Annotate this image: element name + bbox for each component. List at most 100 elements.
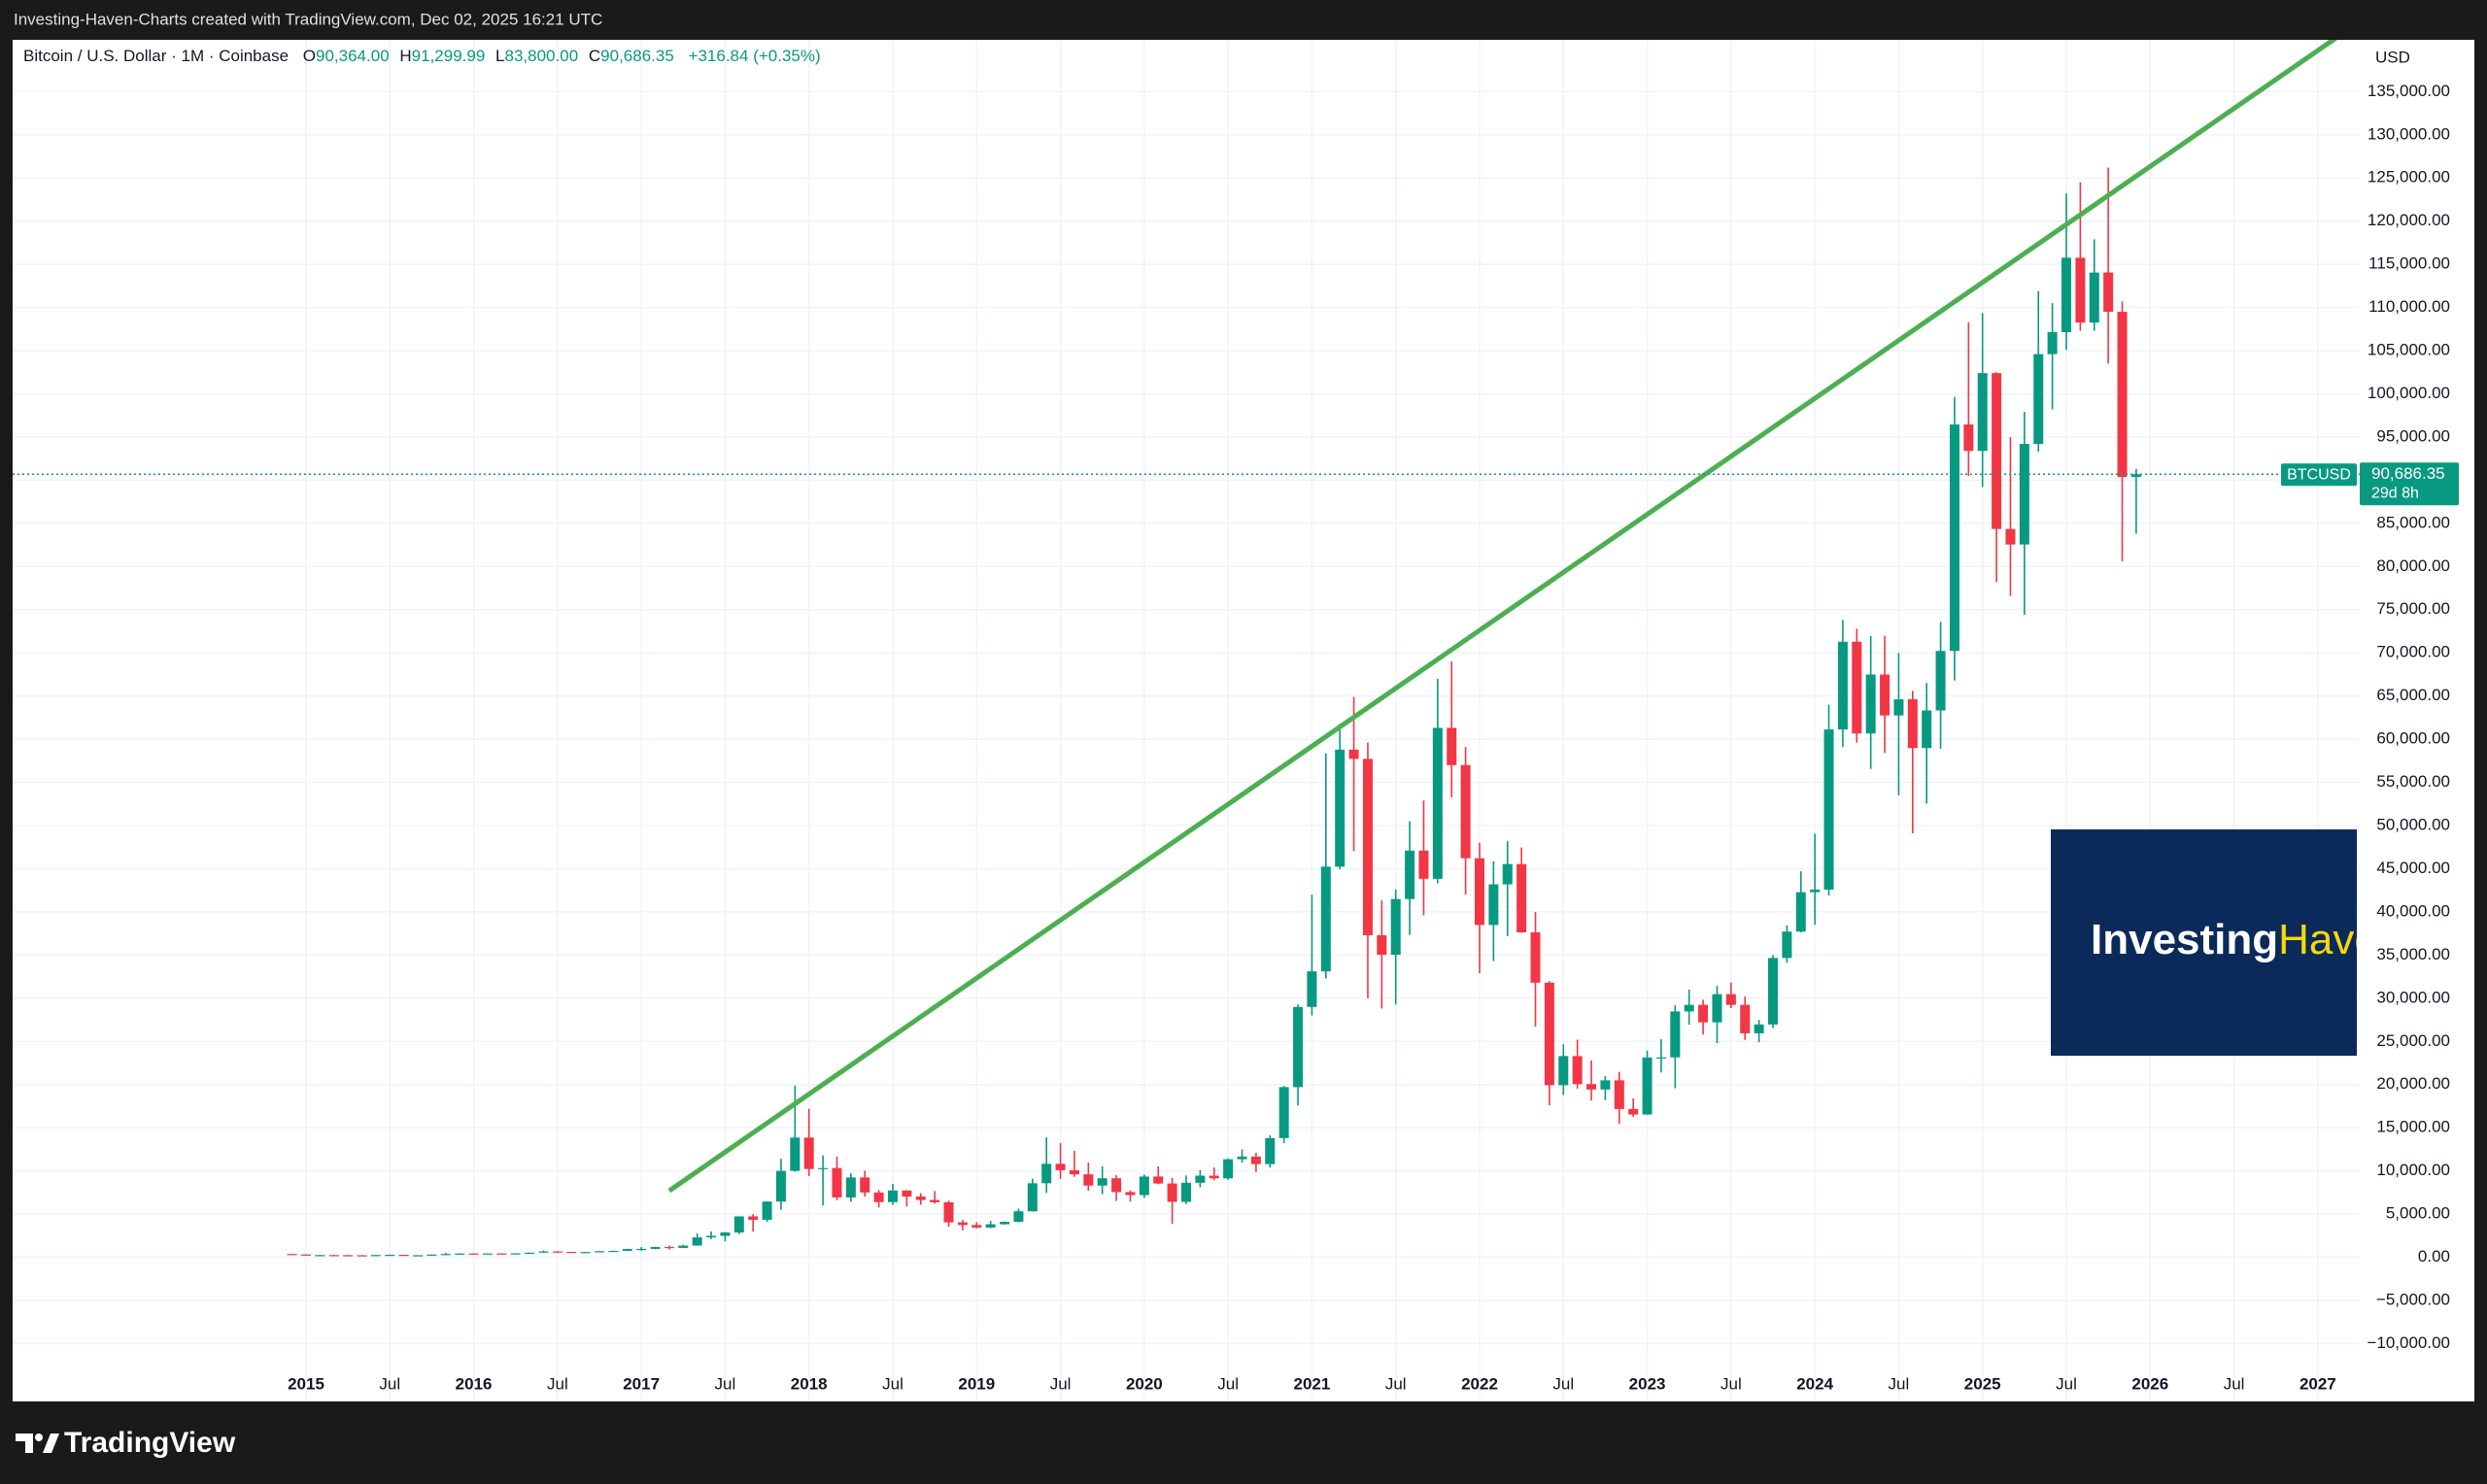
candle-body xyxy=(790,1137,801,1171)
logo-dot xyxy=(35,1433,43,1441)
y-tick-label: −5,000.00 xyxy=(2376,1290,2450,1308)
candle-body xyxy=(1837,641,1848,730)
legend-close-label: C xyxy=(589,47,600,65)
y-tick-label: 75,000.00 xyxy=(2376,599,2450,618)
candle-body xyxy=(1963,424,1974,452)
candle-body xyxy=(2103,272,2114,313)
candle-body xyxy=(1209,1175,1219,1179)
candle-body xyxy=(902,1190,912,1197)
y-tick-label: 105,000.00 xyxy=(2368,341,2450,359)
candle-body xyxy=(1027,1183,1038,1212)
x-tick-label: 2020 xyxy=(1126,1374,1163,1393)
y-tick-label: 95,000.00 xyxy=(2376,426,2450,445)
candle-body xyxy=(1488,884,1499,926)
candle-body xyxy=(1111,1178,1122,1193)
candle-body xyxy=(1586,1084,1597,1090)
candle-body xyxy=(315,1255,325,1257)
y-tick-label: 130,000.00 xyxy=(2368,124,2450,143)
y-tick-label: 80,000.00 xyxy=(2376,556,2450,575)
candle-body xyxy=(1655,1057,1666,1059)
candle-body xyxy=(2061,257,2071,332)
y-tick-label: 60,000.00 xyxy=(2376,729,2450,748)
x-tick-label: 2022 xyxy=(1461,1374,1498,1393)
y-tick-label: 135,000.00 xyxy=(2368,82,2450,100)
symbol-label: BTCUSD xyxy=(2287,467,2351,484)
chart-panel xyxy=(13,40,2474,1401)
candle-body xyxy=(1460,764,1471,859)
price-label: 90,686.35 xyxy=(2371,464,2445,483)
candle-body xyxy=(1614,1080,1624,1109)
candle-body xyxy=(1935,651,1946,711)
legend-symbol: Bitcoin / U.S. Dollar · 1M · Coinbase xyxy=(23,47,289,65)
candle-body xyxy=(664,1246,674,1249)
candle-body xyxy=(1893,699,1904,716)
candle-body xyxy=(1097,1178,1107,1186)
candle-body xyxy=(1600,1080,1611,1090)
candle-body xyxy=(1181,1182,1191,1202)
grid xyxy=(13,40,2360,1401)
x-tick-label: 2017 xyxy=(623,1374,660,1393)
candle-body xyxy=(1320,866,1331,972)
candle-body xyxy=(370,1255,381,1257)
candle-body xyxy=(873,1192,884,1202)
candle-body xyxy=(2019,444,2029,545)
candle-body xyxy=(1823,729,1834,890)
x-tick-label: Jul xyxy=(882,1374,903,1393)
y-tick-label: 10,000.00 xyxy=(2376,1161,2450,1179)
candle-body xyxy=(468,1253,479,1255)
candle-body xyxy=(510,1253,521,1255)
candle-body xyxy=(762,1201,772,1220)
x-tick-label: Jul xyxy=(715,1374,736,1393)
candle-body xyxy=(2130,474,2141,478)
candle-body xyxy=(1949,424,1959,652)
legend-high: 91,299.99 xyxy=(412,47,486,65)
y-tick-label: 125,000.00 xyxy=(2368,168,2450,186)
candle-body xyxy=(930,1199,940,1202)
watermark-box xyxy=(2051,829,2357,1056)
candle-body xyxy=(385,1255,395,1257)
candle-body xyxy=(860,1177,870,1193)
x-tick-label: Jul xyxy=(1552,1374,1574,1393)
candle-body xyxy=(440,1254,451,1256)
candle-body xyxy=(566,1251,577,1254)
candle-body xyxy=(1754,1024,1764,1033)
watermark-first: Investing xyxy=(2091,916,2278,963)
candle-body xyxy=(1125,1192,1136,1196)
y-tick-label: 30,000.00 xyxy=(2376,988,2450,1006)
candle-body xyxy=(706,1235,717,1238)
candle-body xyxy=(985,1224,996,1228)
candle-body xyxy=(1865,674,1876,734)
legend-close: 90,686.35 xyxy=(600,47,674,65)
candle-body xyxy=(957,1222,968,1226)
candle-body xyxy=(1265,1137,1276,1164)
watermark: InvestingHaven xyxy=(2051,829,2357,1056)
candle-body xyxy=(1530,931,1541,983)
candle-body xyxy=(1405,850,1415,899)
candle-body xyxy=(1013,1211,1024,1223)
x-tick-label: 2018 xyxy=(791,1374,828,1393)
trendline xyxy=(667,40,2338,1194)
candle-body xyxy=(343,1255,354,1257)
candle-body xyxy=(1041,1164,1052,1184)
candle-body xyxy=(357,1255,367,1257)
candle-body xyxy=(1907,699,1918,749)
caption: Investing-Haven-Charts created with Trad… xyxy=(14,10,602,28)
candle-body xyxy=(1642,1057,1652,1115)
candle-body xyxy=(426,1254,437,1256)
candle-body xyxy=(1447,727,1457,765)
x-tick-label: Jul xyxy=(547,1374,568,1393)
y-tick-label: 55,000.00 xyxy=(2376,772,2450,791)
candle-body xyxy=(525,1252,535,1255)
plot xyxy=(13,40,2360,1257)
candle-body xyxy=(1558,1056,1569,1086)
x-tick-label: 2021 xyxy=(1294,1374,1331,1393)
y-tick-label: 120,000.00 xyxy=(2368,211,2450,229)
candle-body xyxy=(496,1253,507,1255)
candle-body xyxy=(1740,1004,1751,1033)
candle-body xyxy=(1250,1156,1261,1164)
logo-slash xyxy=(43,1433,59,1453)
candle-body xyxy=(1544,982,1554,1086)
y-tick-label: 110,000.00 xyxy=(2368,297,2450,316)
x-tick-label: 2027 xyxy=(2300,1374,2336,1393)
